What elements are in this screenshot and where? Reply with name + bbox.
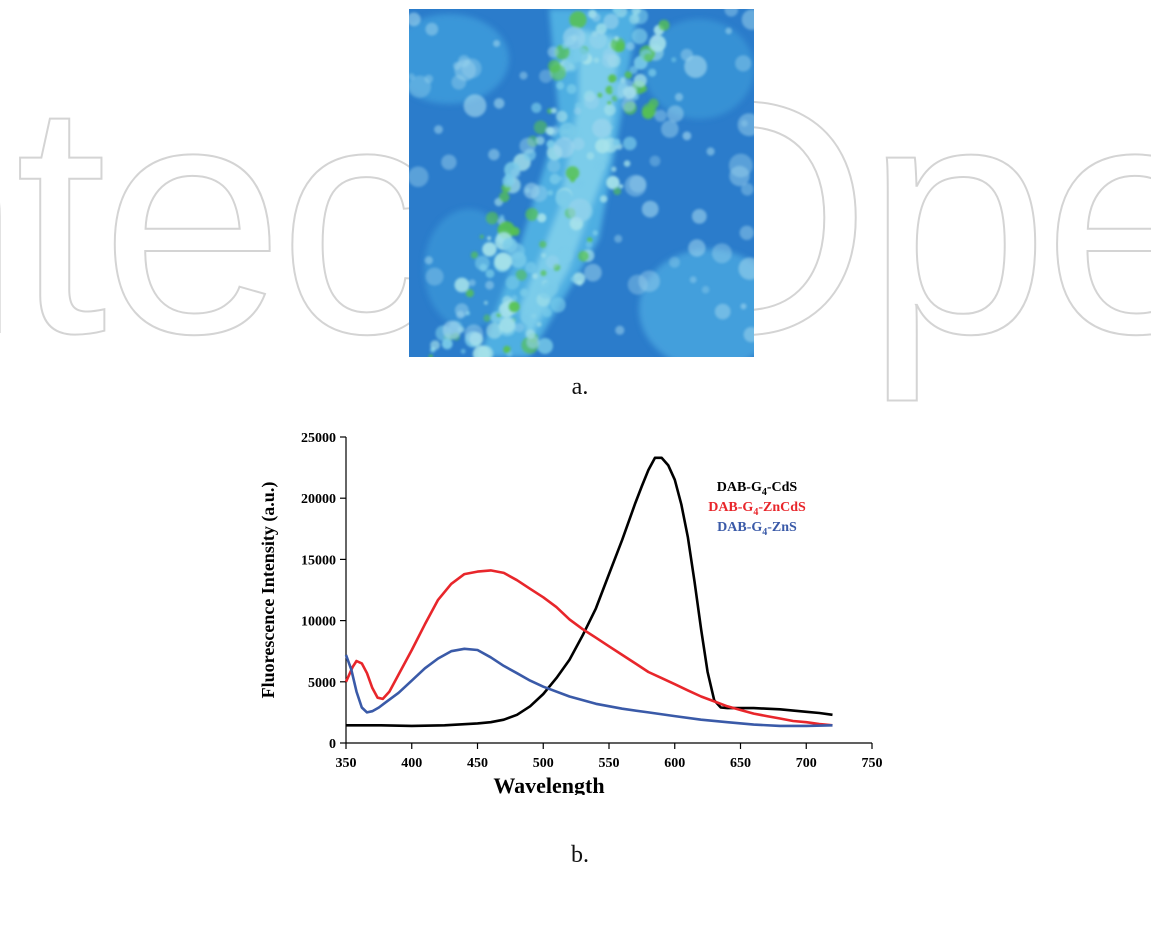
y-tick-label: 15000	[301, 553, 336, 568]
panel-b-caption: b.	[571, 842, 589, 868]
legend-entry: DAB-G4-ZnS	[717, 520, 797, 538]
x-tick-label: 400	[401, 756, 422, 771]
x-axis-label: Wavelength	[493, 773, 604, 795]
x-tick-label: 500	[533, 756, 554, 771]
series-line-cds	[346, 456, 833, 728]
x-tick-label: 350	[336, 756, 357, 771]
legend-entry: DAB-G4-CdS	[717, 480, 798, 498]
panel-a-caption: a.	[571, 374, 589, 400]
fluorescence-chart: 350 400 450 500 550 600 650 700 750 0 5000 10000 150…	[258, 431, 883, 795]
x-tick-label: 450	[467, 756, 488, 771]
chart-series	[344, 456, 833, 728]
fluorescence-micrograph	[409, 9, 754, 357]
x-tick-label: 650	[730, 756, 751, 771]
y-tick-label: 5000	[308, 676, 336, 691]
y-tick-label: 20000	[301, 492, 336, 507]
y-tick-label: 0	[329, 737, 336, 752]
series-line-zns	[344, 647, 833, 728]
x-tick-label: 700	[796, 756, 817, 771]
y-tick-label: 10000	[301, 615, 336, 630]
y-tick-label: 25000	[301, 431, 336, 446]
x-tick-label: 600	[664, 756, 685, 771]
chart-legend: DAB-G4-CdS DAB-G4-ZnCdS DAB-G4-ZnS	[708, 480, 806, 538]
series-line-zncds	[344, 569, 833, 727]
x-tick-label: 550	[599, 756, 620, 771]
y-axis-label: Fluorescence Intensity (a.u.)	[258, 482, 279, 699]
x-tick-label: 750	[862, 756, 883, 771]
legend-entry: DAB-G4-ZnCdS	[708, 500, 806, 518]
chart-axes: 350 400 450 500 550 600 650 700 750 0 5000 10000 150…	[301, 431, 883, 771]
